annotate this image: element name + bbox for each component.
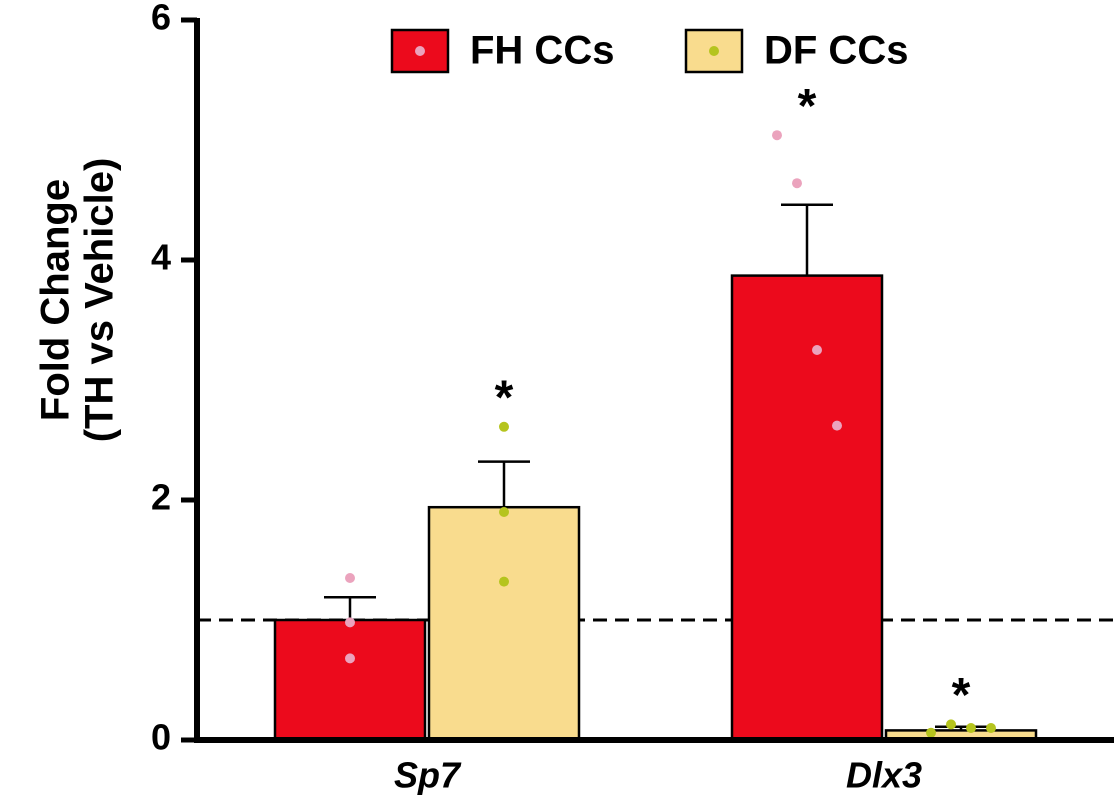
data-point bbox=[772, 130, 782, 141]
data-point bbox=[966, 723, 976, 733]
data-point bbox=[986, 723, 996, 733]
y-label-line: (TH vs Vehicle) bbox=[78, 158, 122, 443]
legend-dot bbox=[415, 46, 425, 56]
bar bbox=[273, 618, 427, 742]
bar bbox=[427, 505, 581, 742]
x-tick-label: Dlx3 bbox=[846, 755, 922, 796]
data-point bbox=[499, 507, 509, 517]
legend-dot bbox=[709, 46, 719, 56]
significance-marker: * bbox=[952, 669, 971, 722]
data-point bbox=[499, 421, 509, 432]
legend-label: DF CCs bbox=[764, 29, 908, 73]
y-tick-label: 6 bbox=[151, 0, 171, 38]
legend-label: FH CCs bbox=[470, 29, 614, 73]
y-tick-label: 4 bbox=[151, 237, 171, 278]
data-point bbox=[499, 576, 509, 587]
bar bbox=[730, 274, 884, 742]
y-axis-title: Fold Change (TH vs Vehicle) bbox=[34, 158, 122, 443]
data-point bbox=[946, 719, 956, 730]
data-point bbox=[345, 573, 355, 583]
y-tick-label: 2 bbox=[151, 477, 171, 518]
x-tick-label: Sp7 bbox=[394, 755, 462, 796]
data-point bbox=[812, 345, 822, 355]
y-tick-label: 0 bbox=[151, 717, 171, 758]
significance-marker: * bbox=[798, 80, 817, 133]
significance-marker: * bbox=[495, 371, 514, 424]
data-point bbox=[832, 420, 842, 431]
data-point bbox=[926, 727, 936, 738]
data-point bbox=[345, 617, 355, 628]
data-point bbox=[792, 178, 802, 189]
data-point bbox=[345, 653, 355, 664]
y-label-line: Fold Change bbox=[34, 179, 78, 421]
